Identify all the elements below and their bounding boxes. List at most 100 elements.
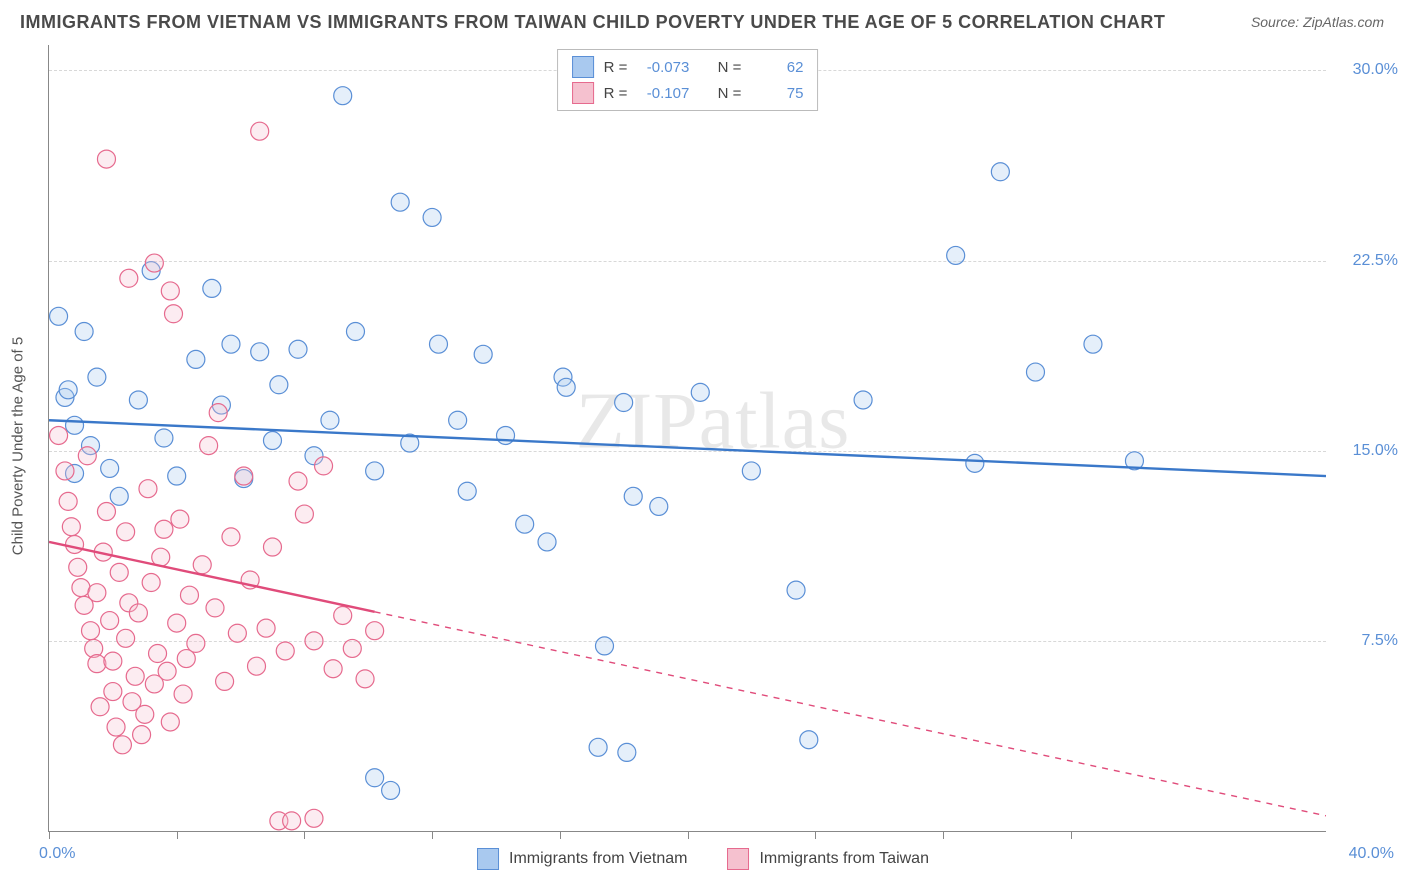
r-label: R = <box>604 85 628 102</box>
scatter-point-taiwan <box>276 642 294 660</box>
x-axis-origin-label: 0.0% <box>39 845 75 863</box>
scatter-point-taiwan <box>101 612 119 630</box>
scatter-point-taiwan <box>165 305 183 323</box>
scatter-point-vietnam <box>270 376 288 394</box>
scatter-point-taiwan <box>91 698 109 716</box>
scatter-point-vietnam <box>516 515 534 533</box>
scatter-point-vietnam <box>366 769 384 787</box>
scatter-point-taiwan <box>88 655 106 673</box>
scatter-point-vietnam <box>334 87 352 105</box>
scatter-point-vietnam <box>991 163 1009 181</box>
scatter-point-taiwan <box>263 538 281 556</box>
scatter-point-taiwan <box>161 713 179 731</box>
scatter-point-vietnam <box>101 459 119 477</box>
scatter-point-vietnam <box>110 487 128 505</box>
scatter-point-taiwan <box>305 632 323 650</box>
scatter-point-taiwan <box>174 685 192 703</box>
scatter-point-taiwan <box>171 510 189 528</box>
scatter-point-taiwan <box>158 662 176 680</box>
scatter-point-vietnam <box>88 368 106 386</box>
scatter-point-vietnam <box>787 581 805 599</box>
scatter-point-vietnam <box>800 731 818 749</box>
scatter-point-taiwan <box>193 556 211 574</box>
scatter-point-taiwan <box>139 480 157 498</box>
scatter-point-taiwan <box>235 467 253 485</box>
x-tick <box>432 831 433 839</box>
scatter-point-taiwan <box>107 718 125 736</box>
scatter-point-vietnam <box>557 378 575 396</box>
scatter-point-vietnam <box>203 279 221 297</box>
scatter-point-vietnam <box>595 637 613 655</box>
scatter-point-taiwan <box>117 523 135 541</box>
scatter-point-taiwan <box>289 472 307 490</box>
scatter-point-taiwan <box>216 672 234 690</box>
scatter-point-vietnam <box>155 429 173 447</box>
swatch-vietnam-bottom <box>477 848 499 870</box>
y-axis-label: Child Poverty Under the Age of 5 <box>10 337 27 555</box>
scatter-point-vietnam <box>538 533 556 551</box>
legend-row-vietnam: R = -0.073 N = 62 <box>572 54 804 80</box>
r-label: R = <box>604 59 628 76</box>
scatter-point-taiwan <box>66 535 84 553</box>
scatter-point-taiwan <box>104 683 122 701</box>
scatter-point-taiwan <box>113 736 131 754</box>
scatter-point-taiwan <box>315 457 333 475</box>
x-axis-max-label: 40.0% <box>1349 845 1394 863</box>
scatter-point-vietnam <box>589 738 607 756</box>
scatter-point-taiwan <box>82 622 100 640</box>
scatter-point-taiwan <box>145 254 163 272</box>
scatter-point-vietnam <box>423 208 441 226</box>
scatter-point-vietnam <box>1026 363 1044 381</box>
scatter-point-taiwan <box>97 503 115 521</box>
scatter-point-vietnam <box>66 416 84 434</box>
scatter-point-taiwan <box>155 520 173 538</box>
scatter-point-vietnam <box>50 307 68 325</box>
scatter-point-taiwan <box>97 150 115 168</box>
scatter-point-vietnam <box>129 391 147 409</box>
scatter-point-vietnam <box>75 323 93 341</box>
scatter-point-taiwan <box>187 634 205 652</box>
scatter-point-vietnam <box>615 394 633 412</box>
scatter-point-taiwan <box>120 269 138 287</box>
scatter-point-taiwan <box>161 282 179 300</box>
n-label: N = <box>718 59 742 76</box>
scatter-point-taiwan <box>136 705 154 723</box>
scatter-point-taiwan <box>88 584 106 602</box>
scatter-point-taiwan <box>149 645 167 663</box>
scatter-point-taiwan <box>142 574 160 592</box>
scatter-point-vietnam <box>742 462 760 480</box>
scatter-point-taiwan <box>295 505 313 523</box>
x-tick <box>177 831 178 839</box>
scatter-point-vietnam <box>650 497 668 515</box>
scatter-point-vietnam <box>366 462 384 480</box>
n-value-taiwan: 75 <box>751 85 803 102</box>
swatch-taiwan <box>572 82 594 104</box>
swatch-taiwan-bottom <box>727 848 749 870</box>
scatter-point-vietnam <box>947 246 965 264</box>
scatter-point-vietnam <box>382 781 400 799</box>
scatter-svg <box>49 45 1326 831</box>
scatter-point-taiwan <box>343 639 361 657</box>
scatter-point-taiwan <box>248 657 266 675</box>
scatter-point-taiwan <box>72 579 90 597</box>
x-tick <box>49 831 50 839</box>
y-tick-label: 30.0% <box>1338 61 1398 79</box>
scatter-point-taiwan <box>126 667 144 685</box>
scatter-point-vietnam <box>1084 335 1102 353</box>
scatter-point-taiwan <box>59 492 77 510</box>
scatter-point-vietnam <box>168 467 186 485</box>
scatter-point-taiwan <box>200 437 218 455</box>
legend-item-taiwan: Immigrants from Taiwan <box>727 848 929 870</box>
scatter-point-taiwan <box>129 604 147 622</box>
scatter-point-taiwan <box>305 809 323 827</box>
scatter-point-vietnam <box>321 411 339 429</box>
source-prefix: Source: <box>1251 14 1303 30</box>
y-tick-label: 7.5% <box>1338 632 1398 650</box>
scatter-point-vietnam <box>263 432 281 450</box>
correlation-legend: R = -0.073 N = 62 R = -0.107 N = 75 <box>557 49 819 111</box>
scatter-point-taiwan <box>117 629 135 647</box>
scatter-point-taiwan <box>78 447 96 465</box>
scatter-point-taiwan <box>69 558 87 576</box>
scatter-point-vietnam <box>449 411 467 429</box>
legend-label-vietnam: Immigrants from Vietnam <box>509 850 687 868</box>
